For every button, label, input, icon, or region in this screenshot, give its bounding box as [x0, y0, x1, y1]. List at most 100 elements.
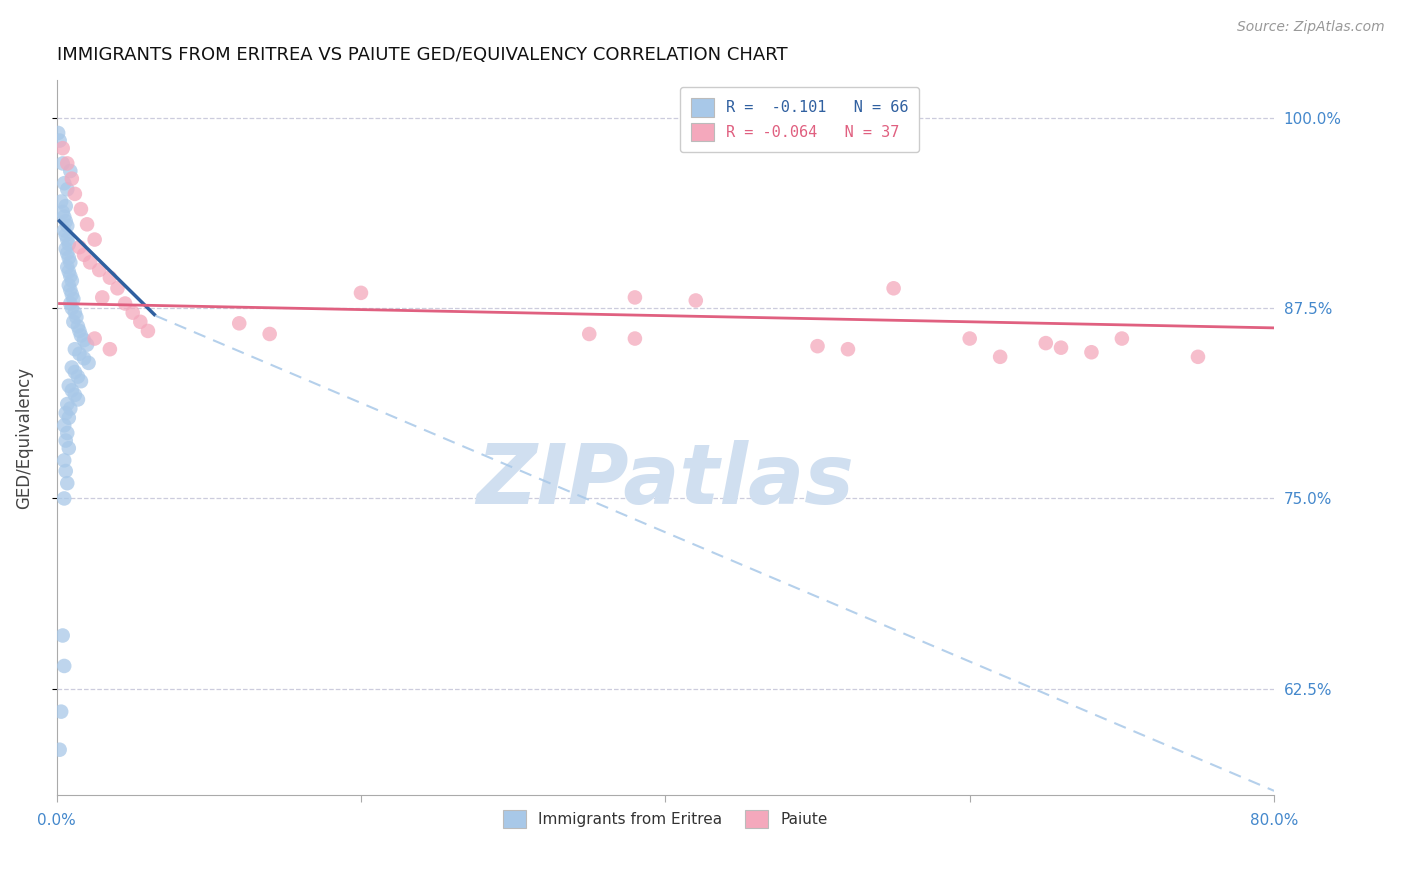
- Point: [55, 406, 77, 420]
- Point: [63, 342, 86, 356]
- Point: [1035, 336, 1057, 351]
- Text: IMMIGRANTS FROM ERITREA VS PAIUTE GED/EQUIVALENCY CORRELATION CHART: IMMIGRANTS FROM ERITREA VS PAIUTE GED/EQ…: [56, 46, 787, 64]
- Point: [685, 293, 707, 308]
- Point: [91, 290, 114, 304]
- Point: [58, 441, 80, 455]
- Point: [51, 194, 73, 209]
- Point: [73, 333, 96, 347]
- Point: [59, 283, 82, 297]
- Point: [83, 332, 105, 346]
- Point: [89, 263, 111, 277]
- Point: [1111, 332, 1133, 346]
- Point: [228, 316, 250, 330]
- Point: [70, 374, 93, 388]
- Point: [837, 342, 859, 356]
- Text: 80.0%: 80.0%: [1250, 814, 1298, 829]
- Point: [114, 296, 136, 310]
- Point: [578, 326, 600, 341]
- Point: [60, 384, 83, 398]
- Point: [53, 210, 76, 224]
- Point: [66, 369, 89, 384]
- Point: [55, 199, 77, 213]
- Point: [59, 269, 82, 284]
- Point: [53, 491, 76, 506]
- Point: [60, 360, 83, 375]
- Point: [1187, 350, 1209, 364]
- Point: [63, 388, 86, 402]
- Point: [59, 164, 82, 178]
- Point: [52, 141, 75, 155]
- Point: [959, 332, 981, 346]
- Point: [56, 233, 79, 247]
- Point: [56, 156, 79, 170]
- Point: [59, 296, 82, 310]
- Point: [58, 251, 80, 265]
- Point: [52, 156, 75, 170]
- Point: [55, 214, 77, 228]
- Point: [55, 464, 77, 478]
- Point: [63, 186, 86, 201]
- Point: [62, 315, 84, 329]
- Point: [107, 281, 129, 295]
- Point: [65, 310, 87, 325]
- Point: [60, 287, 83, 301]
- Point: [1080, 345, 1102, 359]
- Point: [58, 410, 80, 425]
- Point: [56, 182, 79, 196]
- Text: ZIPatlas: ZIPatlas: [477, 440, 855, 521]
- Point: [60, 171, 83, 186]
- Text: Source: ZipAtlas.com: Source: ZipAtlas.com: [1237, 20, 1385, 34]
- Point: [56, 260, 79, 274]
- Y-axis label: GED/Equivalency: GED/Equivalency: [15, 367, 32, 508]
- Point: [121, 306, 143, 320]
- Point: [67, 240, 90, 254]
- Point: [70, 202, 93, 216]
- Point: [52, 628, 75, 642]
- Point: [883, 281, 905, 295]
- Point: [53, 659, 76, 673]
- Point: [77, 356, 100, 370]
- Point: [53, 453, 76, 467]
- Point: [76, 217, 98, 231]
- Point: [60, 274, 83, 288]
- Point: [55, 227, 77, 242]
- Point: [53, 223, 76, 237]
- Point: [55, 242, 77, 256]
- Point: [1050, 341, 1073, 355]
- Point: [624, 332, 647, 346]
- Point: [58, 264, 80, 278]
- Point: [76, 337, 98, 351]
- Point: [129, 315, 152, 329]
- Point: [58, 378, 80, 392]
- Point: [48, 134, 70, 148]
- Point: [46, 126, 69, 140]
- Point: [63, 306, 86, 320]
- Point: [136, 324, 159, 338]
- Point: [53, 176, 76, 190]
- Point: [59, 255, 82, 269]
- Legend: Immigrants from Eritrea, Paiute: Immigrants from Eritrea, Paiute: [496, 804, 834, 834]
- Point: [73, 248, 96, 262]
- Text: 0.0%: 0.0%: [37, 814, 76, 829]
- Point: [67, 324, 90, 338]
- Point: [806, 339, 828, 353]
- Point: [56, 425, 79, 440]
- Point: [988, 350, 1011, 364]
- Point: [66, 319, 89, 334]
- Point: [53, 418, 76, 433]
- Point: [98, 342, 121, 356]
- Point: [58, 237, 80, 252]
- Point: [70, 328, 93, 343]
- Point: [51, 705, 73, 719]
- Point: [58, 278, 80, 293]
- Point: [56, 476, 79, 491]
- Point: [98, 270, 121, 285]
- Point: [56, 246, 79, 260]
- Point: [60, 301, 83, 315]
- Point: [79, 255, 101, 269]
- Point: [66, 392, 89, 407]
- Point: [259, 326, 281, 341]
- Point: [73, 351, 96, 366]
- Point: [48, 742, 70, 756]
- Point: [59, 401, 82, 416]
